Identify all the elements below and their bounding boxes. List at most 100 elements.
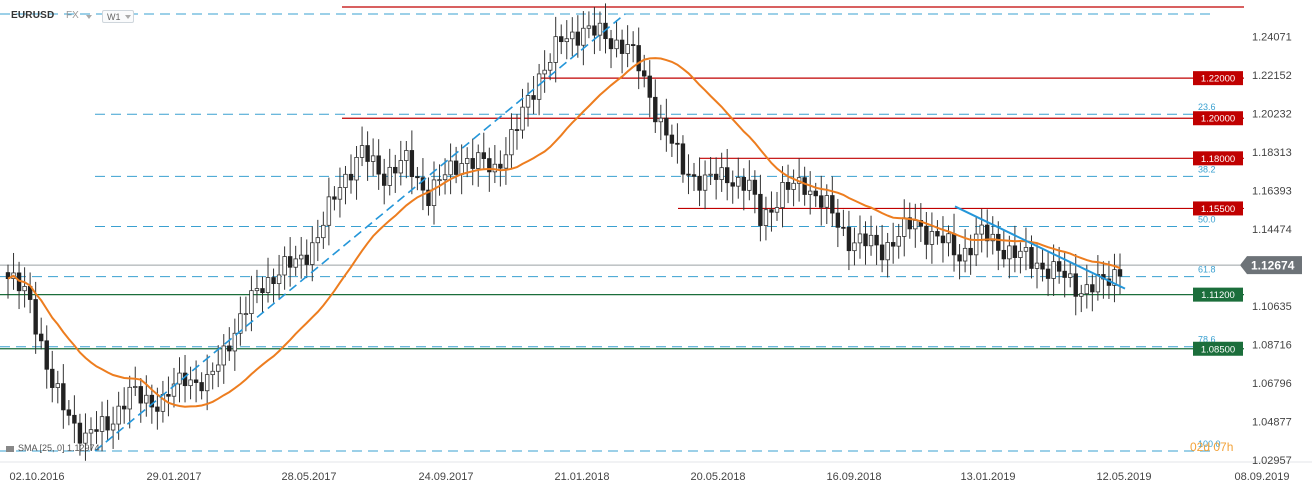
candle[interactable]	[852, 242, 857, 252]
candle[interactable]	[675, 142, 680, 145]
candle[interactable]	[249, 290, 254, 315]
candle[interactable]	[448, 160, 453, 176]
candle[interactable]	[536, 73, 542, 100]
candle[interactable]	[88, 429, 94, 434]
candle[interactable]	[658, 117, 664, 123]
level-badge-1.20000[interactable]	[1193, 111, 1243, 126]
candle[interactable]	[287, 256, 293, 268]
market-chevron-down-icon[interactable]	[86, 15, 92, 19]
candle[interactable]	[404, 150, 409, 161]
candle[interactable]	[1018, 250, 1023, 258]
candle[interactable]	[38, 333, 44, 342]
candle[interactable]	[498, 163, 503, 169]
candle[interactable]	[896, 236, 901, 247]
candle[interactable]	[260, 288, 265, 294]
candle[interactable]	[1056, 261, 1062, 272]
candle[interactable]	[61, 383, 66, 411]
candle[interactable]	[697, 175, 702, 191]
candle[interactable]	[990, 233, 995, 242]
candle[interactable]	[780, 182, 785, 208]
candle[interactable]	[581, 27, 586, 46]
candle[interactable]	[957, 254, 962, 262]
candle[interactable]	[570, 31, 575, 40]
candle[interactable]	[973, 233, 979, 256]
candle[interactable]	[166, 394, 171, 397]
candle[interactable]	[387, 166, 392, 186]
candle[interactable]	[1112, 269, 1117, 286]
candle[interactable]	[359, 145, 365, 158]
candle[interactable]	[415, 176, 420, 179]
candle[interactable]	[996, 233, 1001, 251]
candle[interactable]	[177, 372, 182, 385]
candle[interactable]	[619, 39, 625, 54]
candle[interactable]	[293, 258, 298, 268]
candle[interactable]	[890, 242, 896, 247]
candle[interactable]	[99, 416, 105, 432]
candle[interactable]	[216, 364, 221, 372]
candle[interactable]	[182, 372, 188, 387]
candle[interactable]	[271, 277, 276, 285]
candle[interactable]	[669, 134, 675, 144]
candle[interactable]	[199, 382, 204, 392]
candle[interactable]	[1051, 261, 1056, 279]
candle[interactable]	[1079, 293, 1084, 297]
candle[interactable]	[885, 242, 890, 261]
candle[interactable]	[470, 158, 475, 169]
candle[interactable]	[343, 173, 348, 188]
candle[interactable]	[83, 432, 88, 444]
candle[interactable]	[337, 187, 343, 200]
symbol-label[interactable]: EURUSD	[11, 10, 55, 21]
candle[interactable]	[332, 196, 337, 200]
candle[interactable]	[310, 242, 315, 265]
candle[interactable]	[597, 22, 603, 36]
candle[interactable]	[204, 374, 210, 392]
candle[interactable]	[525, 95, 531, 108]
candle[interactable]	[315, 237, 321, 244]
candle[interactable]	[1090, 284, 1095, 293]
candle[interactable]	[420, 177, 426, 191]
candle[interactable]	[802, 177, 807, 195]
candle[interactable]	[110, 423, 116, 431]
candle[interactable]	[1007, 245, 1012, 260]
candle[interactable]	[426, 189, 431, 206]
candle[interactable]	[630, 44, 636, 46]
trendline-dashed[interactable]	[94, 13, 626, 452]
candle[interactable]	[321, 224, 326, 239]
candle[interactable]	[868, 234, 874, 247]
candle[interactable]	[680, 143, 686, 175]
candle[interactable]	[431, 179, 437, 206]
candle[interactable]	[592, 25, 597, 36]
candle[interactable]	[171, 383, 177, 397]
candle[interactable]	[575, 31, 581, 46]
indicator-legend[interactable]: SMA [25, 0] 1.12974	[6, 443, 100, 453]
candle[interactable]	[276, 274, 282, 285]
candle[interactable]	[1040, 262, 1045, 270]
candle[interactable]	[354, 157, 359, 181]
candle[interactable]	[232, 332, 238, 352]
candle[interactable]	[785, 182, 791, 190]
candle[interactable]	[227, 345, 232, 352]
candle[interactable]	[105, 416, 110, 431]
candle[interactable]	[769, 209, 774, 213]
candle[interactable]	[509, 129, 514, 156]
candle[interactable]	[531, 95, 536, 100]
candle[interactable]	[381, 173, 387, 186]
candle[interactable]	[348, 173, 354, 181]
candle[interactable]	[221, 345, 226, 366]
candle[interactable]	[791, 182, 796, 190]
candle[interactable]	[133, 386, 138, 388]
candle[interactable]	[702, 174, 708, 191]
candle[interactable]	[902, 217, 907, 237]
market-label[interactable]: FX	[66, 10, 79, 21]
candle[interactable]	[879, 244, 885, 261]
candle[interactable]	[121, 405, 127, 410]
candle[interactable]	[763, 209, 769, 226]
candle[interactable]	[127, 386, 132, 410]
candle[interactable]	[193, 379, 199, 383]
candle[interactable]	[824, 195, 829, 208]
candle[interactable]	[94, 429, 99, 432]
candle[interactable]	[304, 254, 309, 265]
candle[interactable]	[636, 45, 641, 72]
candle[interactable]	[437, 179, 442, 182]
